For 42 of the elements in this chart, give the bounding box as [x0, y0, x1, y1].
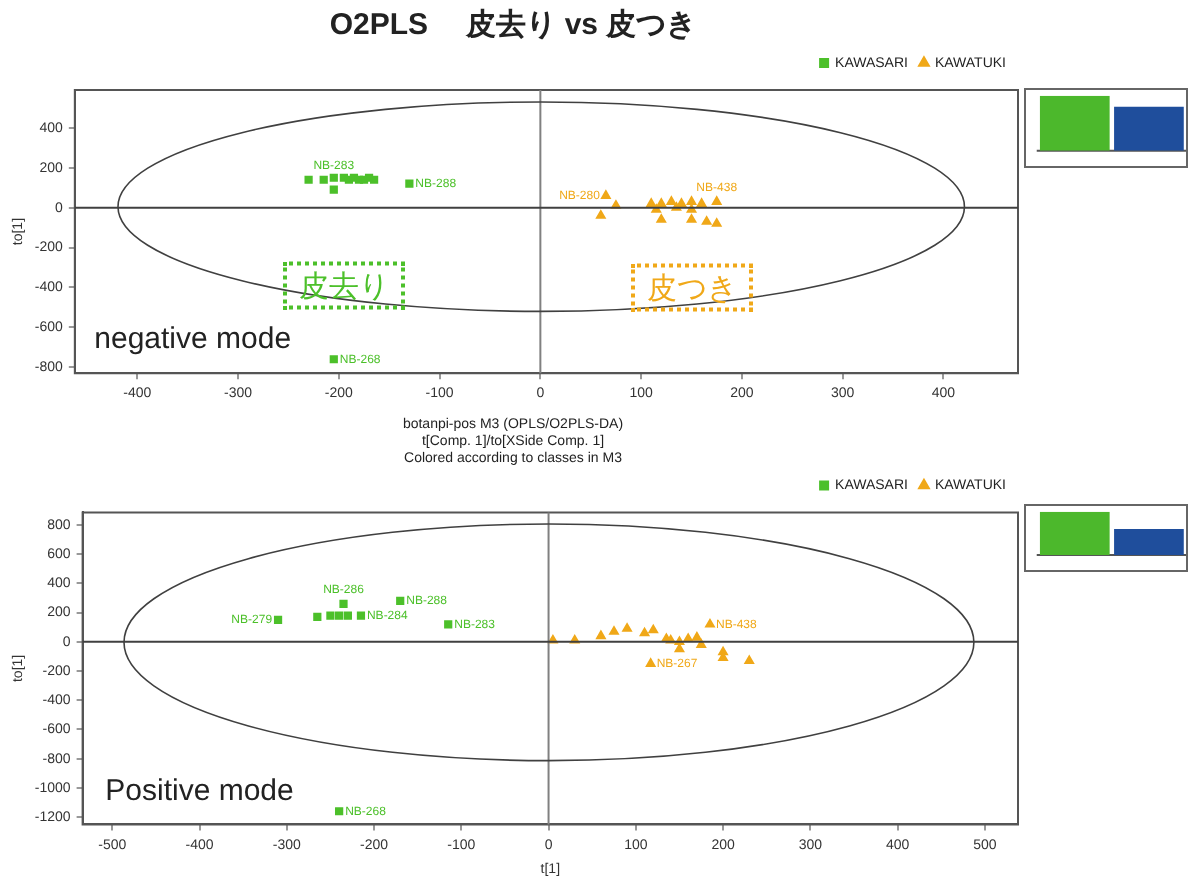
point — [326, 611, 335, 620]
point — [343, 611, 352, 620]
point — [313, 612, 322, 622]
point — [692, 632, 702, 641]
point — [711, 196, 722, 205]
point — [396, 596, 405, 606]
point — [444, 620, 453, 629]
point — [676, 198, 687, 207]
annotation: negative mode — [94, 320, 292, 356]
point — [329, 185, 338, 194]
point — [596, 210, 606, 219]
point — [596, 630, 606, 640]
point — [335, 611, 344, 620]
chart-title: O2PLS 皮去り vs 皮つき — [329, 8, 697, 43]
point — [686, 196, 697, 205]
point — [369, 175, 379, 184]
annotation: 皮去り — [282, 260, 405, 310]
point — [656, 214, 667, 223]
point — [405, 179, 414, 188]
point — [319, 175, 328, 184]
point — [686, 214, 697, 223]
point — [622, 623, 632, 632]
point — [329, 173, 338, 182]
point — [639, 627, 650, 637]
point — [304, 175, 313, 184]
point — [648, 624, 659, 634]
point — [609, 626, 619, 635]
point — [656, 198, 667, 207]
point — [273, 615, 283, 625]
point — [645, 658, 656, 667]
annotation: 皮つき — [630, 262, 753, 312]
point — [701, 216, 712, 225]
point — [744, 655, 755, 664]
point — [356, 611, 366, 620]
point — [696, 198, 707, 207]
point — [601, 190, 611, 199]
point — [339, 599, 348, 608]
point — [705, 618, 715, 628]
point — [646, 198, 657, 207]
point — [711, 218, 722, 227]
annotation: Positive mode — [105, 773, 294, 809]
point — [666, 196, 677, 205]
